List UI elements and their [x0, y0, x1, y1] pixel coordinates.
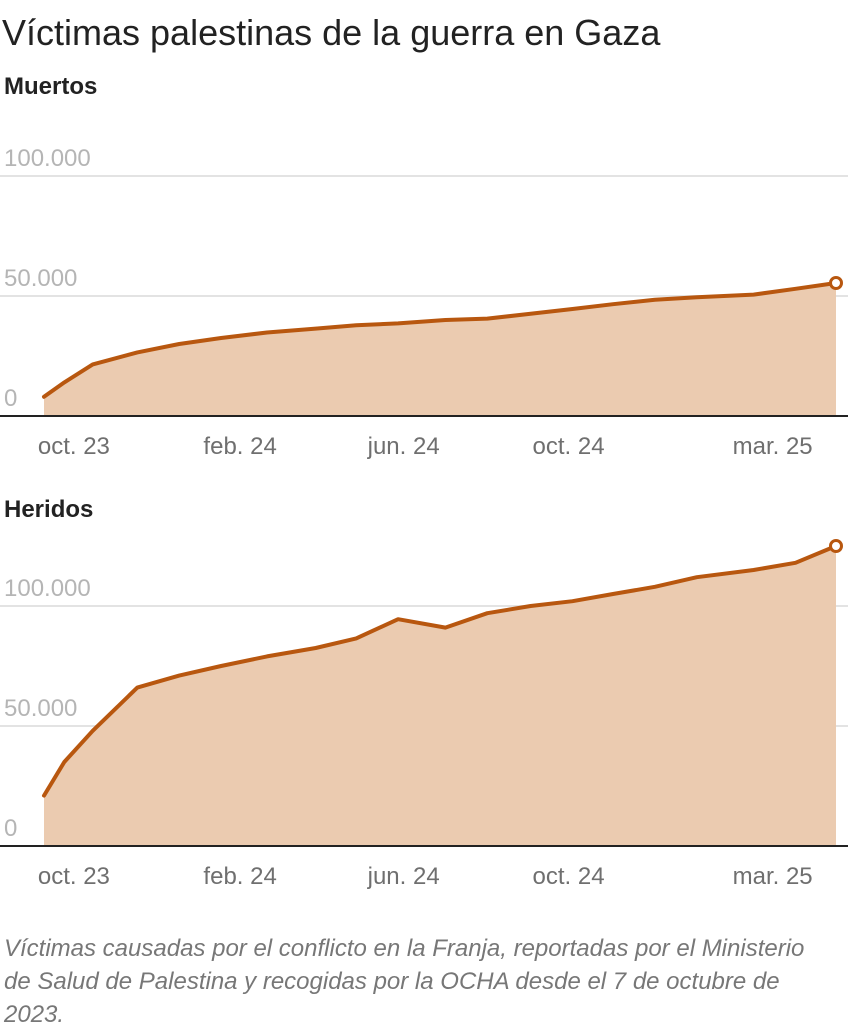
- deaths-area: [44, 283, 836, 416]
- injuries-panel-title: Heridos: [4, 496, 94, 523]
- deaths-last-point-marker: [829, 276, 843, 290]
- injuries-y-tick-label: 0: [4, 815, 17, 842]
- injuries-x-tick-label: mar. 25: [733, 863, 813, 890]
- deaths-x-tick-label: jun. 24: [367, 433, 440, 460]
- injuries-y-tick-label: 100.000: [4, 575, 91, 602]
- deaths-x-tick-label: oct. 24: [533, 433, 605, 460]
- injuries-series-line: [42, 544, 838, 798]
- injuries-area: [44, 546, 836, 846]
- injuries-x-tick-label: feb. 24: [203, 863, 276, 890]
- chart-title: Víctimas palestinas de la guerra en Gaza: [2, 12, 661, 53]
- injuries-x-tick-label: oct. 23: [38, 863, 110, 890]
- injuries-last-point-marker: [829, 539, 843, 553]
- deaths-x-tick-label: feb. 24: [203, 433, 276, 460]
- deaths-y-tick-label: 50.000: [4, 265, 77, 292]
- deaths-series-line: [42, 281, 838, 399]
- injuries-x-tick-label: jun. 24: [367, 863, 440, 890]
- deaths-x-tick-label: mar. 25: [733, 433, 813, 460]
- deaths-y-tick-label: 100.000: [4, 145, 91, 172]
- deaths-panel-title: Muertos: [4, 73, 98, 100]
- deaths-y-tick-label: 0: [4, 385, 17, 412]
- deaths-x-tick-label: oct. 23: [38, 433, 110, 460]
- deaths-chart: 0 50.000 100.000 oct. 23 feb. 24 jun. 24 oct. …: [0, 145, 848, 460]
- injuries-x-tick-label: oct. 24: [533, 863, 605, 890]
- injuries-chart: 0 50.000 100.000 oct. 23 feb. 24 jun. 24 oct. …: [0, 539, 848, 890]
- source-note: Víctimas causadas por el conflicto en la…: [4, 935, 805, 1028]
- injuries-y-tick-label: 50.000: [4, 695, 77, 722]
